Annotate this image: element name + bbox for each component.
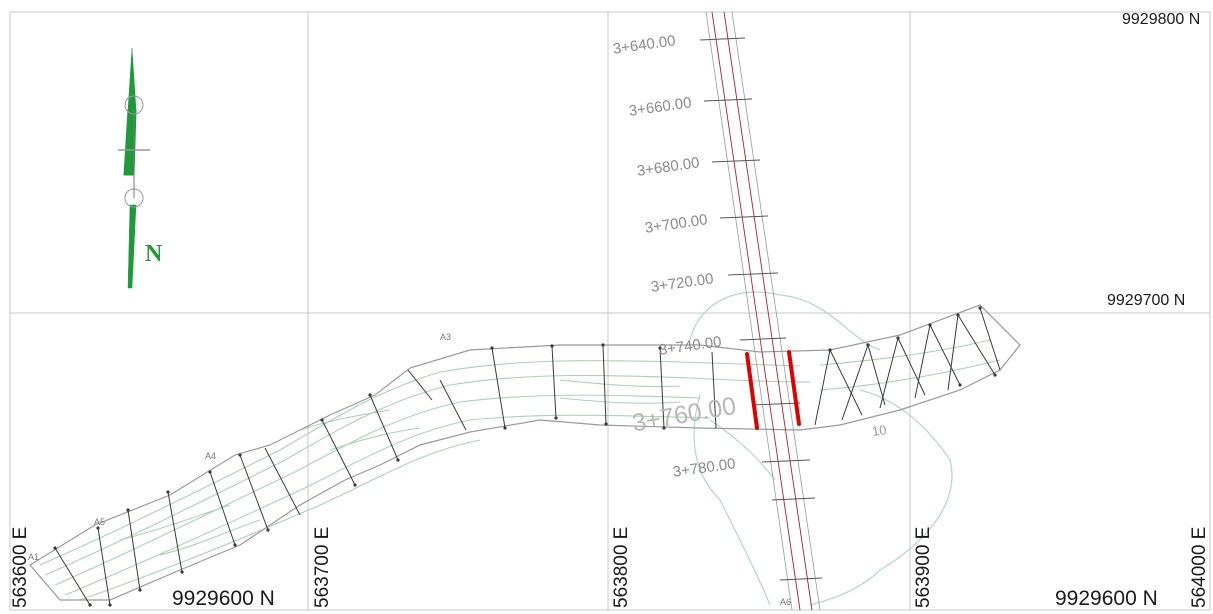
road-edge [705, 11, 821, 611]
grid-label-north-bottom-right: 9929600 N [1055, 587, 1158, 610]
grid-label-east-563700: 563700 E [312, 526, 333, 608]
contour-label: 10 [871, 422, 888, 439]
road-axis [711, 11, 813, 611]
point-label-a4: A4 [205, 451, 217, 461]
north-arrow-icon [118, 47, 150, 289]
grid-label-east-564000: 564000 E [1189, 526, 1210, 608]
survey-boundary [29, 304, 1021, 601]
grid-label-north-bottom-left: 9929600 N [172, 587, 275, 610]
point-label-a3: A3 [440, 332, 452, 342]
grid-lines [9, 11, 1211, 611]
north-arrow-label: N [145, 241, 163, 267]
bridge-abutment-right [787, 350, 801, 426]
point-label-a5: A5 [94, 517, 106, 527]
grid-label-north-mid: 9929700 N [1107, 292, 1186, 309]
bridge-abutment-left [745, 352, 759, 430]
grid-label-north-top: 9929800 N [1122, 11, 1201, 28]
bridge-abutments [745, 350, 801, 430]
contour-lines [39, 339, 1001, 601]
point-label-a1: A1 [28, 552, 40, 562]
grid-label-east-563800: 563800 E [611, 526, 632, 608]
survey-points [53, 306, 997, 607]
grid-label-east-563600: 563600 E [10, 526, 31, 608]
cross-sections [54, 307, 1001, 606]
point-label-a6: A6 [780, 597, 792, 607]
chainage-ticks [699, 37, 823, 581]
grid-label-east-563900: 563900 E [913, 526, 934, 608]
